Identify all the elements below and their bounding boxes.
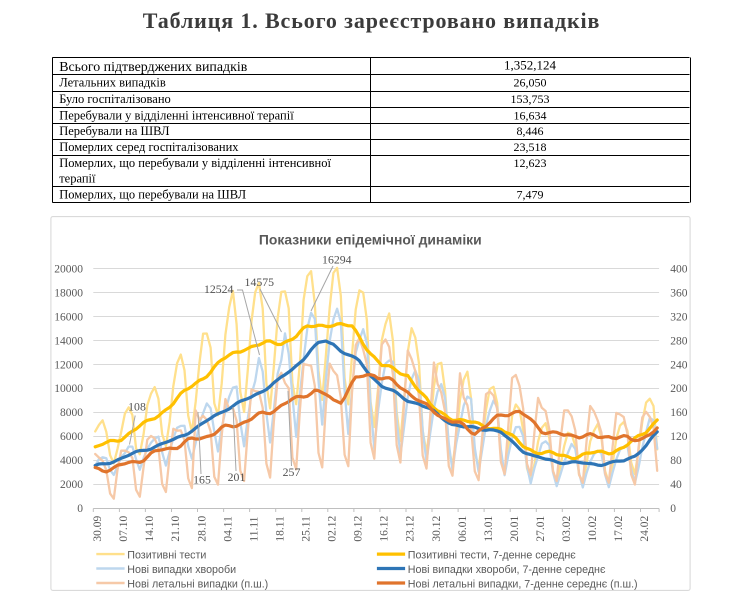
svg-text:Позитивні тести: Позитивні тести [127,549,206,561]
svg-text:400: 400 [670,263,688,275]
svg-text:03.02: 03.02 [561,515,573,541]
svg-text:27.01: 27.01 [535,515,547,541]
svg-text:16.12: 16.12 [379,515,391,541]
svg-text:16,634: 16,634 [514,109,547,123]
svg-text:Позитивні тести, 7-денне серед: Позитивні тести, 7-денне середнє [408,549,577,561]
svg-text:160: 160 [670,407,688,419]
svg-text:06.01: 06.01 [457,515,469,541]
svg-text:04.11: 04.11 [222,516,234,542]
svg-text:Було госпіталізовано: Було госпіталізовано [59,92,171,106]
svg-text:10000: 10000 [54,383,83,395]
svg-text:16294: 16294 [322,252,352,266]
svg-text:Нові випадки хвороби, 7-денне: Нові випадки хвороби, 7-денне середнє [408,564,606,576]
svg-text:Нові летальні випадки (п.ш.): Нові летальні випадки (п.ш.) [127,578,268,590]
svg-text:200: 200 [670,383,688,395]
svg-text:16000: 16000 [54,311,83,323]
svg-text:Померлих серед госпіталізовани: Померлих серед госпіталізованих [59,140,239,154]
svg-text:28.10: 28.10 [196,515,208,541]
svg-text:360: 360 [670,287,688,299]
svg-text:280: 280 [670,335,688,347]
svg-text:1,352,124: 1,352,124 [504,57,557,72]
svg-text:Всього підтверджених випадків: Всього підтверджених випадків [59,60,248,75]
svg-text:10.02: 10.02 [587,515,599,541]
svg-text:108: 108 [128,399,146,413]
svg-text:Перебували у відділенні інтенс: Перебували у відділенні інтенсивної тера… [59,109,294,123]
svg-text:20000: 20000 [54,263,83,275]
svg-text:13.01: 13.01 [483,515,495,541]
svg-text:18000: 18000 [54,287,83,299]
svg-text:Показники епідемічної динаміки: Показники епідемічної динаміки [259,232,482,248]
svg-text:18.11: 18.11 [275,516,287,542]
svg-text:40: 40 [670,479,682,491]
svg-text:2000: 2000 [60,479,83,491]
svg-text:240: 240 [670,359,688,371]
svg-text:14000: 14000 [54,335,83,347]
svg-text:8,446: 8,446 [517,124,544,138]
svg-text:21.10: 21.10 [170,515,182,541]
svg-text:320: 320 [670,311,688,323]
svg-text:11.11: 11.11 [248,516,260,541]
svg-text:30.09: 30.09 [92,515,104,541]
svg-text:12000: 12000 [54,359,83,371]
svg-text:09.12: 09.12 [353,515,365,541]
svg-text:02.12: 02.12 [327,515,339,541]
svg-text:6000: 6000 [60,431,83,443]
svg-text:Нові випадки хвороби: Нові випадки хвороби [127,564,236,576]
svg-text:120: 120 [670,431,688,443]
svg-text:7,479: 7,479 [517,188,544,202]
svg-text:201: 201 [228,470,246,484]
svg-text:Перебували на ШВЛ: Перебували на ШВЛ [59,124,170,138]
svg-text:4000: 4000 [60,455,83,467]
svg-text:26,050: 26,050 [514,76,547,90]
svg-text:Нові летальні випадки, 7-денне: Нові летальні випадки, 7-денне середнє (… [408,578,638,590]
svg-text:14575: 14575 [245,275,275,289]
svg-text:14.10: 14.10 [144,515,156,541]
svg-text:0: 0 [670,503,676,515]
svg-text:Померлих, що перебували у відд: Померлих, що перебували у відділенні інт… [59,156,331,170]
svg-text:Летальних випадків: Летальних випадків [59,76,166,90]
svg-text:07.10: 07.10 [118,515,130,541]
svg-text:терапії: терапії [59,171,96,185]
svg-text:30.12: 30.12 [431,515,443,541]
svg-text:24.02: 24.02 [639,515,651,541]
svg-text:23.12: 23.12 [405,515,417,541]
svg-text:25.11: 25.11 [301,516,313,542]
svg-text:12524: 12524 [204,282,234,296]
svg-text:12,623: 12,623 [514,156,547,170]
svg-text:165: 165 [193,473,211,487]
svg-text:153,753: 153,753 [511,92,550,106]
svg-text:20.01: 20.01 [509,515,521,541]
svg-text:17.02: 17.02 [613,515,625,541]
svg-text:257: 257 [283,465,301,479]
svg-text:8000: 8000 [60,407,83,419]
svg-text:80: 80 [670,455,682,467]
svg-text:Померлих, що перебували на ШВЛ: Померлих, що перебували на ШВЛ [59,188,246,202]
svg-text:0: 0 [77,503,83,515]
svg-text:23,518: 23,518 [514,140,547,154]
